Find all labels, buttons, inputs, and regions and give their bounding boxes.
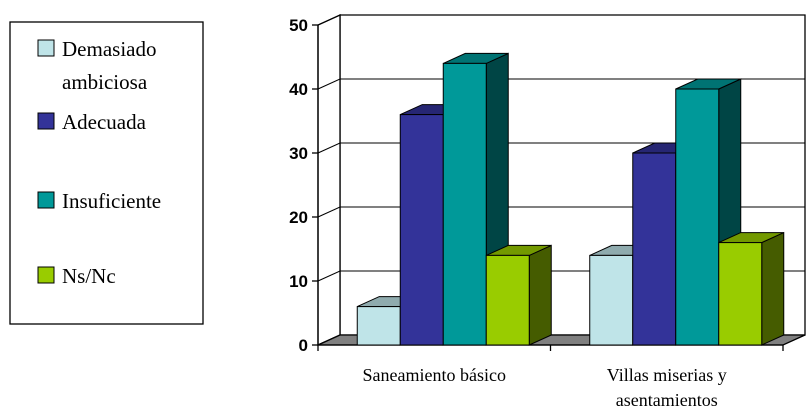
y-tick-label: 10: [289, 272, 308, 291]
bar: [718, 242, 763, 346]
y-tick-label: 50: [289, 16, 308, 35]
bar: [589, 254, 634, 346]
bar: [485, 254, 530, 346]
x-category-label: asentamientos: [616, 390, 718, 410]
plot-area: 0 10 20 30 40 50 Saneamiento básico Villas mise…: [289, 13, 806, 410]
bar: [675, 88, 720, 346]
y-tick-label: 40: [289, 80, 308, 99]
bar: [442, 62, 487, 346]
legend-label: Ns/Nc: [62, 264, 116, 288]
gridline: [317, 142, 805, 154]
legend-swatch: [37, 191, 55, 209]
legend-label: Insuficiente: [62, 189, 161, 213]
legend-swatch: [37, 112, 55, 130]
x-category-label: Villas miserias y: [607, 365, 727, 385]
legend-label: Adecuada: [62, 110, 147, 134]
y-tick-label: 0: [299, 336, 308, 355]
legend: Demasiado ambiciosa Adecuada Insuficiente Ns…: [9, 21, 204, 325]
legend-label: ambiciosa: [62, 70, 148, 94]
gridline: [317, 14, 805, 26]
y-tick-label: 30: [289, 144, 308, 163]
legend-swatch: [37, 39, 55, 57]
y-tick-label: 20: [289, 208, 308, 227]
bar: [632, 152, 677, 346]
legend-swatch: [37, 266, 55, 284]
bar-side: [761, 231, 785, 346]
bar-side: [528, 244, 552, 346]
legend-label: Demasiado: [62, 37, 156, 61]
gridline: [317, 78, 805, 90]
bar: [399, 114, 444, 346]
side-wall: [317, 13, 341, 347]
x-category-label: Saneamiento básico: [363, 365, 506, 385]
bar: [356, 306, 401, 346]
